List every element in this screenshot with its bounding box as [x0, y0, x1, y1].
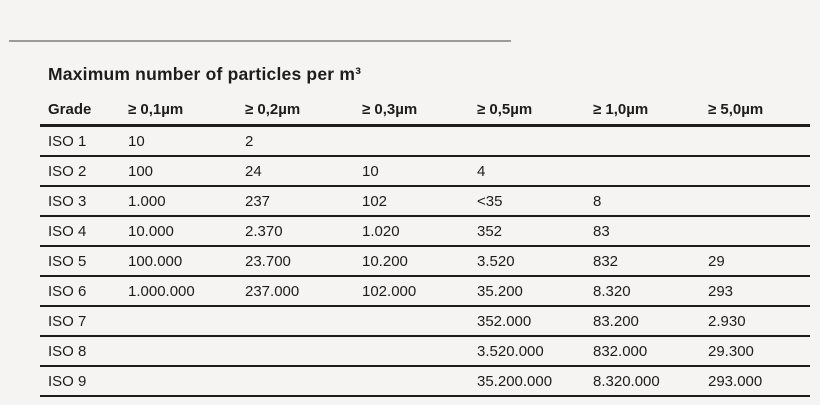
table-header: Grade ≥ 0,1µm ≥ 0,2µm ≥ 0,3µm ≥ 0,5µm ≥ … — [40, 95, 810, 127]
value-cell: 2.370 — [245, 216, 362, 247]
value-cell: 10.000 — [128, 216, 245, 247]
value-cell: <35 — [477, 186, 593, 217]
value-cell: 10.200 — [362, 246, 477, 277]
table-row: ISO 6 1.000.000 237.000 102.000 35.200 8.320 2… — [40, 276, 810, 307]
value-cell — [593, 125, 708, 157]
column-header-0-2um: ≥ 0,2µm — [245, 95, 362, 127]
value-cell: 237.000 — [245, 276, 362, 307]
column-header-0-3um: ≥ 0,3µm — [362, 95, 477, 127]
value-cell — [593, 156, 708, 187]
value-cell: 100.000 — [128, 246, 245, 277]
value-cell: 293 — [708, 276, 810, 307]
value-cell — [128, 366, 245, 397]
value-cell — [128, 336, 245, 367]
particles-table: Grade ≥ 0,1µm ≥ 0,2µm ≥ 0,3µm ≥ 0,5µm ≥ … — [40, 95, 810, 397]
grade-cell: ISO 2 — [40, 156, 128, 187]
value-cell — [362, 306, 477, 337]
grade-cell: ISO 9 — [40, 366, 128, 397]
value-cell: 832 — [593, 246, 708, 277]
value-cell — [245, 366, 362, 397]
value-cell: 3.520 — [477, 246, 593, 277]
table-title: Maximum number of particles per m³ — [48, 64, 362, 84]
table-row: ISO 8 3.520.000 832.000 29.300 — [40, 336, 810, 367]
top-divider — [9, 40, 511, 42]
value-cell — [708, 125, 810, 157]
value-cell: 1.020 — [362, 216, 477, 247]
column-header-5-0um: ≥ 5,0µm — [708, 95, 810, 127]
table-row: ISO 9 35.200.000 8.320.000 293.000 — [40, 366, 810, 397]
value-cell: 4 — [477, 156, 593, 187]
grade-cell: ISO 8 — [40, 336, 128, 367]
value-cell — [245, 336, 362, 367]
value-cell: 8.320.000 — [593, 366, 708, 397]
grade-cell: ISO 4 — [40, 216, 128, 247]
value-cell — [362, 366, 477, 397]
value-cell: 8.320 — [593, 276, 708, 307]
value-cell: 35.200 — [477, 276, 593, 307]
value-cell — [128, 306, 245, 337]
value-cell: 10 — [128, 125, 245, 157]
value-cell: 35.200.000 — [477, 366, 593, 397]
value-cell: 3.520.000 — [477, 336, 593, 367]
table-row: ISO 2 100 24 10 4 — [40, 156, 810, 187]
column-header-0-1um: ≥ 0,1µm — [128, 95, 245, 127]
value-cell: 293.000 — [708, 366, 810, 397]
value-cell: 102.000 — [362, 276, 477, 307]
column-header-1-0um: ≥ 1,0µm — [593, 95, 708, 127]
value-cell: 100 — [128, 156, 245, 187]
value-cell: 352.000 — [477, 306, 593, 337]
value-cell: 2 — [245, 125, 362, 157]
value-cell — [362, 336, 477, 367]
value-cell — [477, 125, 593, 157]
value-cell — [362, 125, 477, 157]
value-cell: 83 — [593, 216, 708, 247]
header-row: Grade ≥ 0,1µm ≥ 0,2µm ≥ 0,3µm ≥ 0,5µm ≥ … — [40, 95, 810, 127]
value-cell — [708, 156, 810, 187]
value-cell: 352 — [477, 216, 593, 247]
value-cell: 832.000 — [593, 336, 708, 367]
table-row: ISO 5 100.000 23.700 10.200 3.520 832 29 — [40, 246, 810, 277]
grade-cell: ISO 7 — [40, 306, 128, 337]
table-row: ISO 1 10 2 — [40, 125, 810, 157]
table-body: ISO 1 10 2 ISO 2 100 24 10 4 ISO 3 1.000 237 102 <35… — [40, 125, 810, 397]
value-cell: 2.930 — [708, 306, 810, 337]
value-cell: 1.000 — [128, 186, 245, 217]
column-header-grade: Grade — [40, 95, 128, 127]
value-cell: 24 — [245, 156, 362, 187]
value-cell — [708, 216, 810, 247]
value-cell: 102 — [362, 186, 477, 217]
grade-cell: ISO 1 — [40, 125, 128, 157]
value-cell: 1.000.000 — [128, 276, 245, 307]
value-cell: 23.700 — [245, 246, 362, 277]
value-cell — [708, 186, 810, 217]
value-cell: 10 — [362, 156, 477, 187]
value-cell: 83.200 — [593, 306, 708, 337]
table-row: ISO 4 10.000 2.370 1.020 352 83 — [40, 216, 810, 247]
value-cell: 29.300 — [708, 336, 810, 367]
table-row: ISO 7 352.000 83.200 2.930 — [40, 306, 810, 337]
column-header-0-5um: ≥ 0,5µm — [477, 95, 593, 127]
grade-cell: ISO 3 — [40, 186, 128, 217]
value-cell: 8 — [593, 186, 708, 217]
value-cell: 237 — [245, 186, 362, 217]
value-cell — [245, 306, 362, 337]
grade-cell: ISO 5 — [40, 246, 128, 277]
grade-cell: ISO 6 — [40, 276, 128, 307]
value-cell: 29 — [708, 246, 810, 277]
table-row: ISO 3 1.000 237 102 <35 8 — [40, 186, 810, 217]
